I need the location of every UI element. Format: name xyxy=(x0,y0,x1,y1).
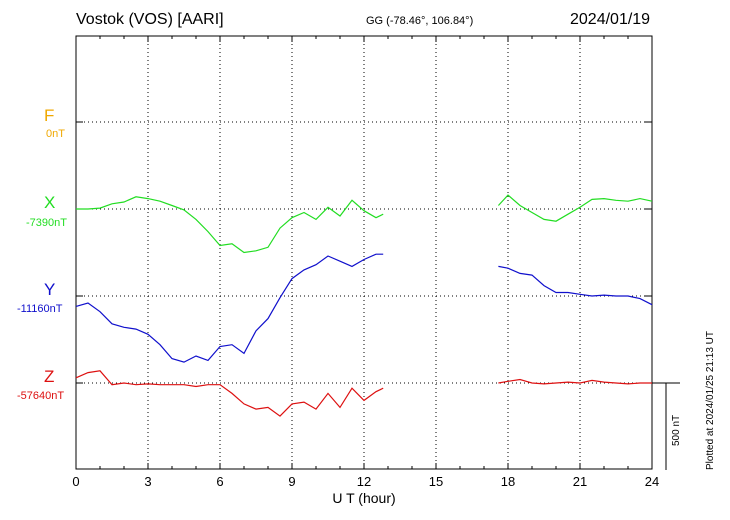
x-tick-label: 24 xyxy=(645,474,659,489)
series-label-x: X xyxy=(44,193,56,212)
x-tick-label: 18 xyxy=(501,474,515,489)
x-tick-label: 12 xyxy=(357,474,371,489)
series-label-y: Y xyxy=(44,280,56,299)
baseline-label-x: -7390nT xyxy=(26,217,67,229)
series-line-z xyxy=(75,370,384,417)
date-label: 2024/01/19 xyxy=(570,11,651,28)
x-tick-label: 9 xyxy=(288,474,295,489)
x-tick-label: 15 xyxy=(429,474,443,489)
baseline-label-f: 0nT xyxy=(46,128,65,140)
series-line-x xyxy=(76,196,384,254)
baseline-label-z: -57640nT xyxy=(17,390,65,402)
series-line-z xyxy=(498,378,652,385)
x-tick-label: 3 xyxy=(144,474,151,489)
scale-bar-label: 500 nT xyxy=(671,414,682,446)
baseline-label-y: -11160nT xyxy=(17,303,63,315)
x-axis-label: U T (hour) xyxy=(332,490,395,506)
x-tick-label: 0 xyxy=(72,474,79,489)
x-tick-label: 21 xyxy=(573,474,587,489)
coordinates-label: GG (-78.46°, 106.84°) xyxy=(366,15,474,27)
station-title: Vostok (VOS) [AARI] xyxy=(76,11,224,28)
series-label-f: F xyxy=(44,106,55,125)
series-line-x xyxy=(497,194,653,222)
plotted-timestamp: Plotted at 2024/01/25 21:13 UT xyxy=(705,331,716,470)
x-tick-label: 6 xyxy=(216,474,223,489)
series-label-z: Z xyxy=(44,367,55,386)
series-line-y xyxy=(75,253,384,363)
series-line-y xyxy=(498,265,653,306)
